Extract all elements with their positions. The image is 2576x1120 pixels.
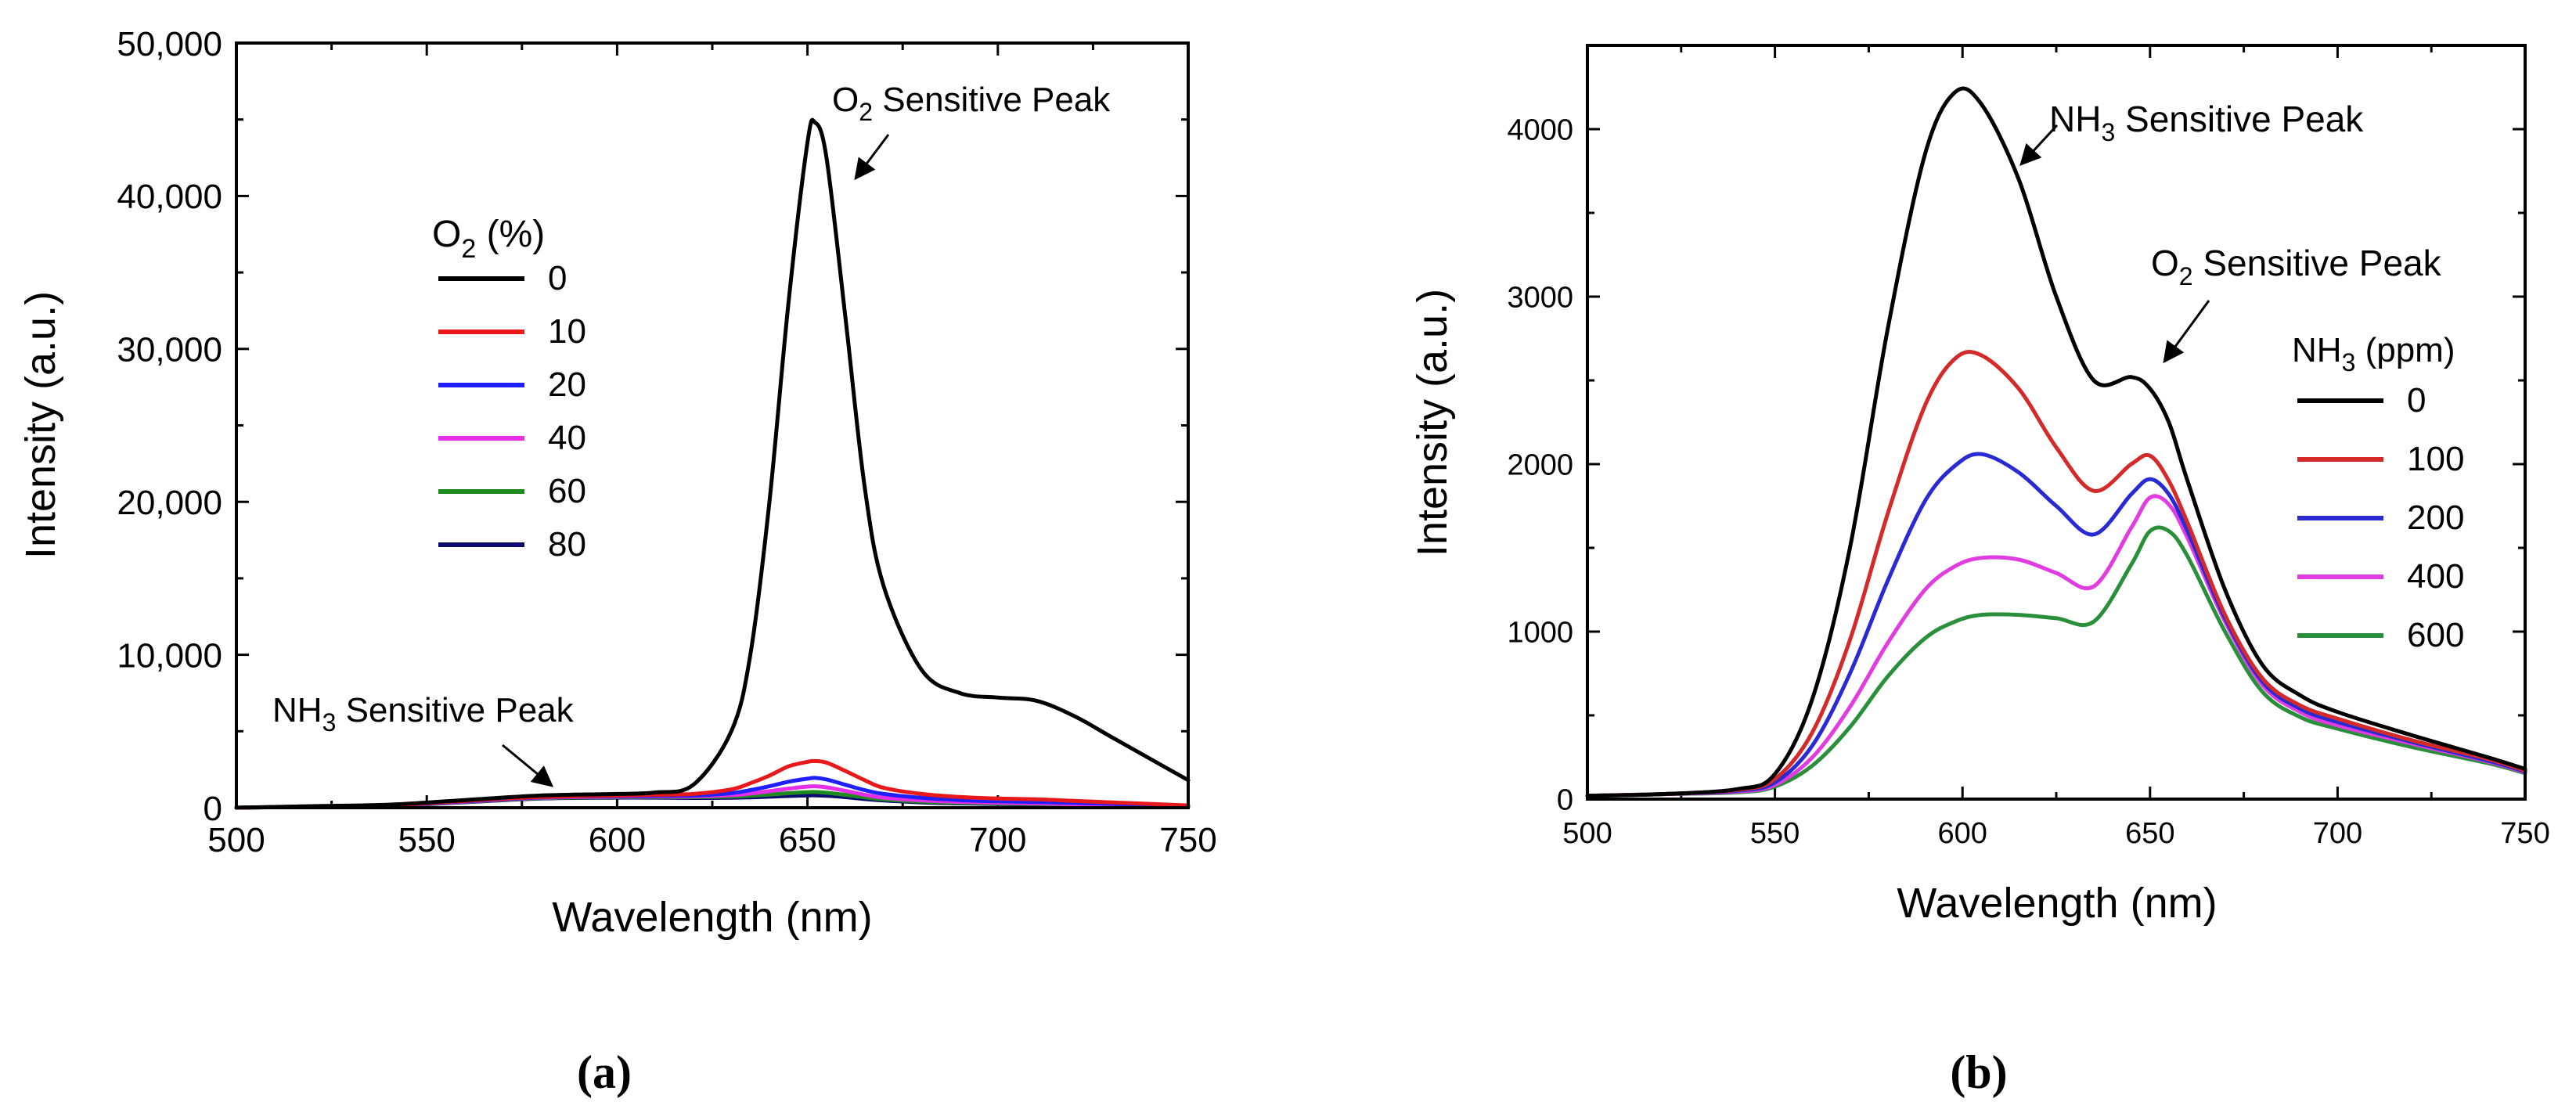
- y-tick-label: 1000: [1507, 617, 1573, 650]
- panel-caption-a: (a): [577, 1046, 632, 1098]
- legend-a: 0 10 20 40 60 80: [438, 259, 586, 564]
- annotation-nh3-sub-a: 3: [322, 708, 337, 736]
- annotation-nh3-main-b: NH: [2049, 99, 2101, 139]
- legend-label-40: 40: [548, 419, 586, 457]
- annotation-nh3-sub-b: 3: [2101, 118, 2115, 146]
- legend-label-0: 0: [548, 259, 567, 297]
- y-tick-label: 10,000: [117, 636, 222, 675]
- x-tick-label: 650: [2125, 817, 2174, 850]
- series-line-0: [234, 117, 1191, 810]
- annotation-o2-main-a: O: [832, 81, 859, 119]
- legend-title-b: NH3 (ppm): [2292, 331, 2455, 376]
- y-axis-label-b: Intensity (a.u.): [1409, 289, 1456, 556]
- legend-title-main-a: O: [432, 214, 461, 255]
- x-tick-label: 500: [1562, 817, 1612, 850]
- legend-label-200: 200: [2407, 499, 2464, 537]
- y-tick-label: 40,000: [117, 178, 222, 216]
- annotation-o2-sub-a: 2: [859, 98, 873, 126]
- legend-b: 0 100 200 400 600: [2297, 381, 2464, 654]
- y-axis-label-a: Intensity (a.u.): [17, 291, 64, 559]
- y-tick-label: 20,000: [117, 484, 222, 522]
- x-tick-label: 600: [1937, 817, 1987, 850]
- legend-title-a: O2 (%): [432, 214, 545, 264]
- y-tick-label: 50,000: [117, 25, 222, 63]
- series-line-600: [1585, 525, 2527, 798]
- chart-panel-a: 500 550 600 650 700 750 010,00020,00030,00040…: [17, 25, 1217, 1098]
- x-tick-label: 750: [2500, 817, 2549, 850]
- annotation-o2-main-b: O: [2151, 243, 2179, 283]
- x-tick-label: 700: [2313, 817, 2362, 850]
- x-tick-label: 750: [1159, 821, 1216, 859]
- annotation-nh3-peak-a: NH3 Sensitive Peak: [272, 691, 575, 736]
- x-tick-label: 500: [207, 821, 265, 859]
- annotation-o2-arrow-a: [854, 134, 890, 181]
- panel-caption-b: (b): [1950, 1046, 2007, 1098]
- annotation-nh3-rest-a: Sensitive Peak: [336, 691, 574, 729]
- legend-title-sub-b: 3: [2342, 348, 2356, 376]
- y-tick-labels-a: 0 10,000 20,000 30,000 40,000 50,000: [117, 25, 222, 828]
- x-tick-labels-b: 500 550 600 650 700 750: [1562, 817, 2549, 850]
- y-tick-label: 0: [1557, 784, 1573, 817]
- series-group-a: [234, 117, 1191, 810]
- axis-ticks-b: [1586, 45, 2527, 801]
- legend-label-60: 60: [548, 472, 586, 510]
- y-tick-label: 3000: [1507, 282, 1573, 315]
- annotation-o2-rest-b: Sensitive Peak: [2193, 243, 2442, 283]
- x-tick-label: 650: [779, 821, 836, 859]
- x-axis-label-b: Wavelength (nm): [1897, 880, 2217, 927]
- series-line-100: [1585, 350, 2527, 798]
- x-tick-label: 700: [969, 821, 1026, 859]
- y-tick-label: 0: [204, 790, 222, 828]
- y-tick-label: 4000: [1507, 114, 1573, 147]
- legend-title-rest-a: (%): [476, 214, 545, 255]
- x-tick-label: 600: [589, 821, 646, 859]
- annotation-o2-sub-b: 2: [2179, 262, 2193, 290]
- x-tick-labels-a: 500 550 600 650 700 750: [207, 821, 1216, 859]
- annotation-nh3-peak-b: NH3 Sensitive Peak: [2049, 99, 2364, 146]
- series-line-200: [1585, 452, 2527, 798]
- annotation-o2-rest-a: Sensitive Peak: [873, 81, 1111, 119]
- y-tick-labels-b: 0 1000 2000 3000 4000: [1507, 114, 1573, 817]
- legend-label-20: 20: [548, 366, 586, 404]
- legend-label-10: 10: [548, 312, 586, 351]
- annotation-nh3-arrow-a: [502, 744, 554, 787]
- legend-label-400: 400: [2407, 557, 2464, 596]
- series-line-0: [1585, 86, 2527, 798]
- annotation-nh3-main-a: NH: [272, 691, 322, 729]
- legend-title-rest-b: (ppm): [2355, 331, 2455, 369]
- legend-title-sub-a: 2: [461, 234, 476, 264]
- x-tick-label: 550: [1750, 817, 1800, 850]
- annotation-o2-arrow-b: [2163, 300, 2210, 364]
- plot-frame-b: [1586, 44, 2527, 801]
- series-group-b: [1585, 86, 2527, 798]
- legend-label-80: 80: [548, 525, 586, 564]
- annotation-nh3-rest-b: Sensitive Peak: [2115, 99, 2364, 139]
- legend-title-main-b: NH: [2292, 331, 2342, 369]
- y-tick-label: 2000: [1507, 449, 1573, 482]
- legend-label-0: 0: [2407, 381, 2426, 420]
- x-tick-label: 550: [398, 821, 455, 859]
- annotation-nh3-arrow-b: [2019, 124, 2059, 166]
- x-axis-label-a: Wavelength (nm): [552, 894, 872, 941]
- legend-label-100: 100: [2407, 440, 2464, 478]
- plot-frame-a: [235, 41, 1190, 809]
- annotation-o2-peak-b: O2 Sensitive Peak: [2151, 243, 2442, 290]
- series-line-400: [1585, 494, 2527, 798]
- annotation-o2-peak-a: O2 Sensitive Peak: [832, 81, 1111, 126]
- y-tick-label: 30,000: [117, 331, 222, 369]
- legend-label-600: 600: [2407, 616, 2464, 654]
